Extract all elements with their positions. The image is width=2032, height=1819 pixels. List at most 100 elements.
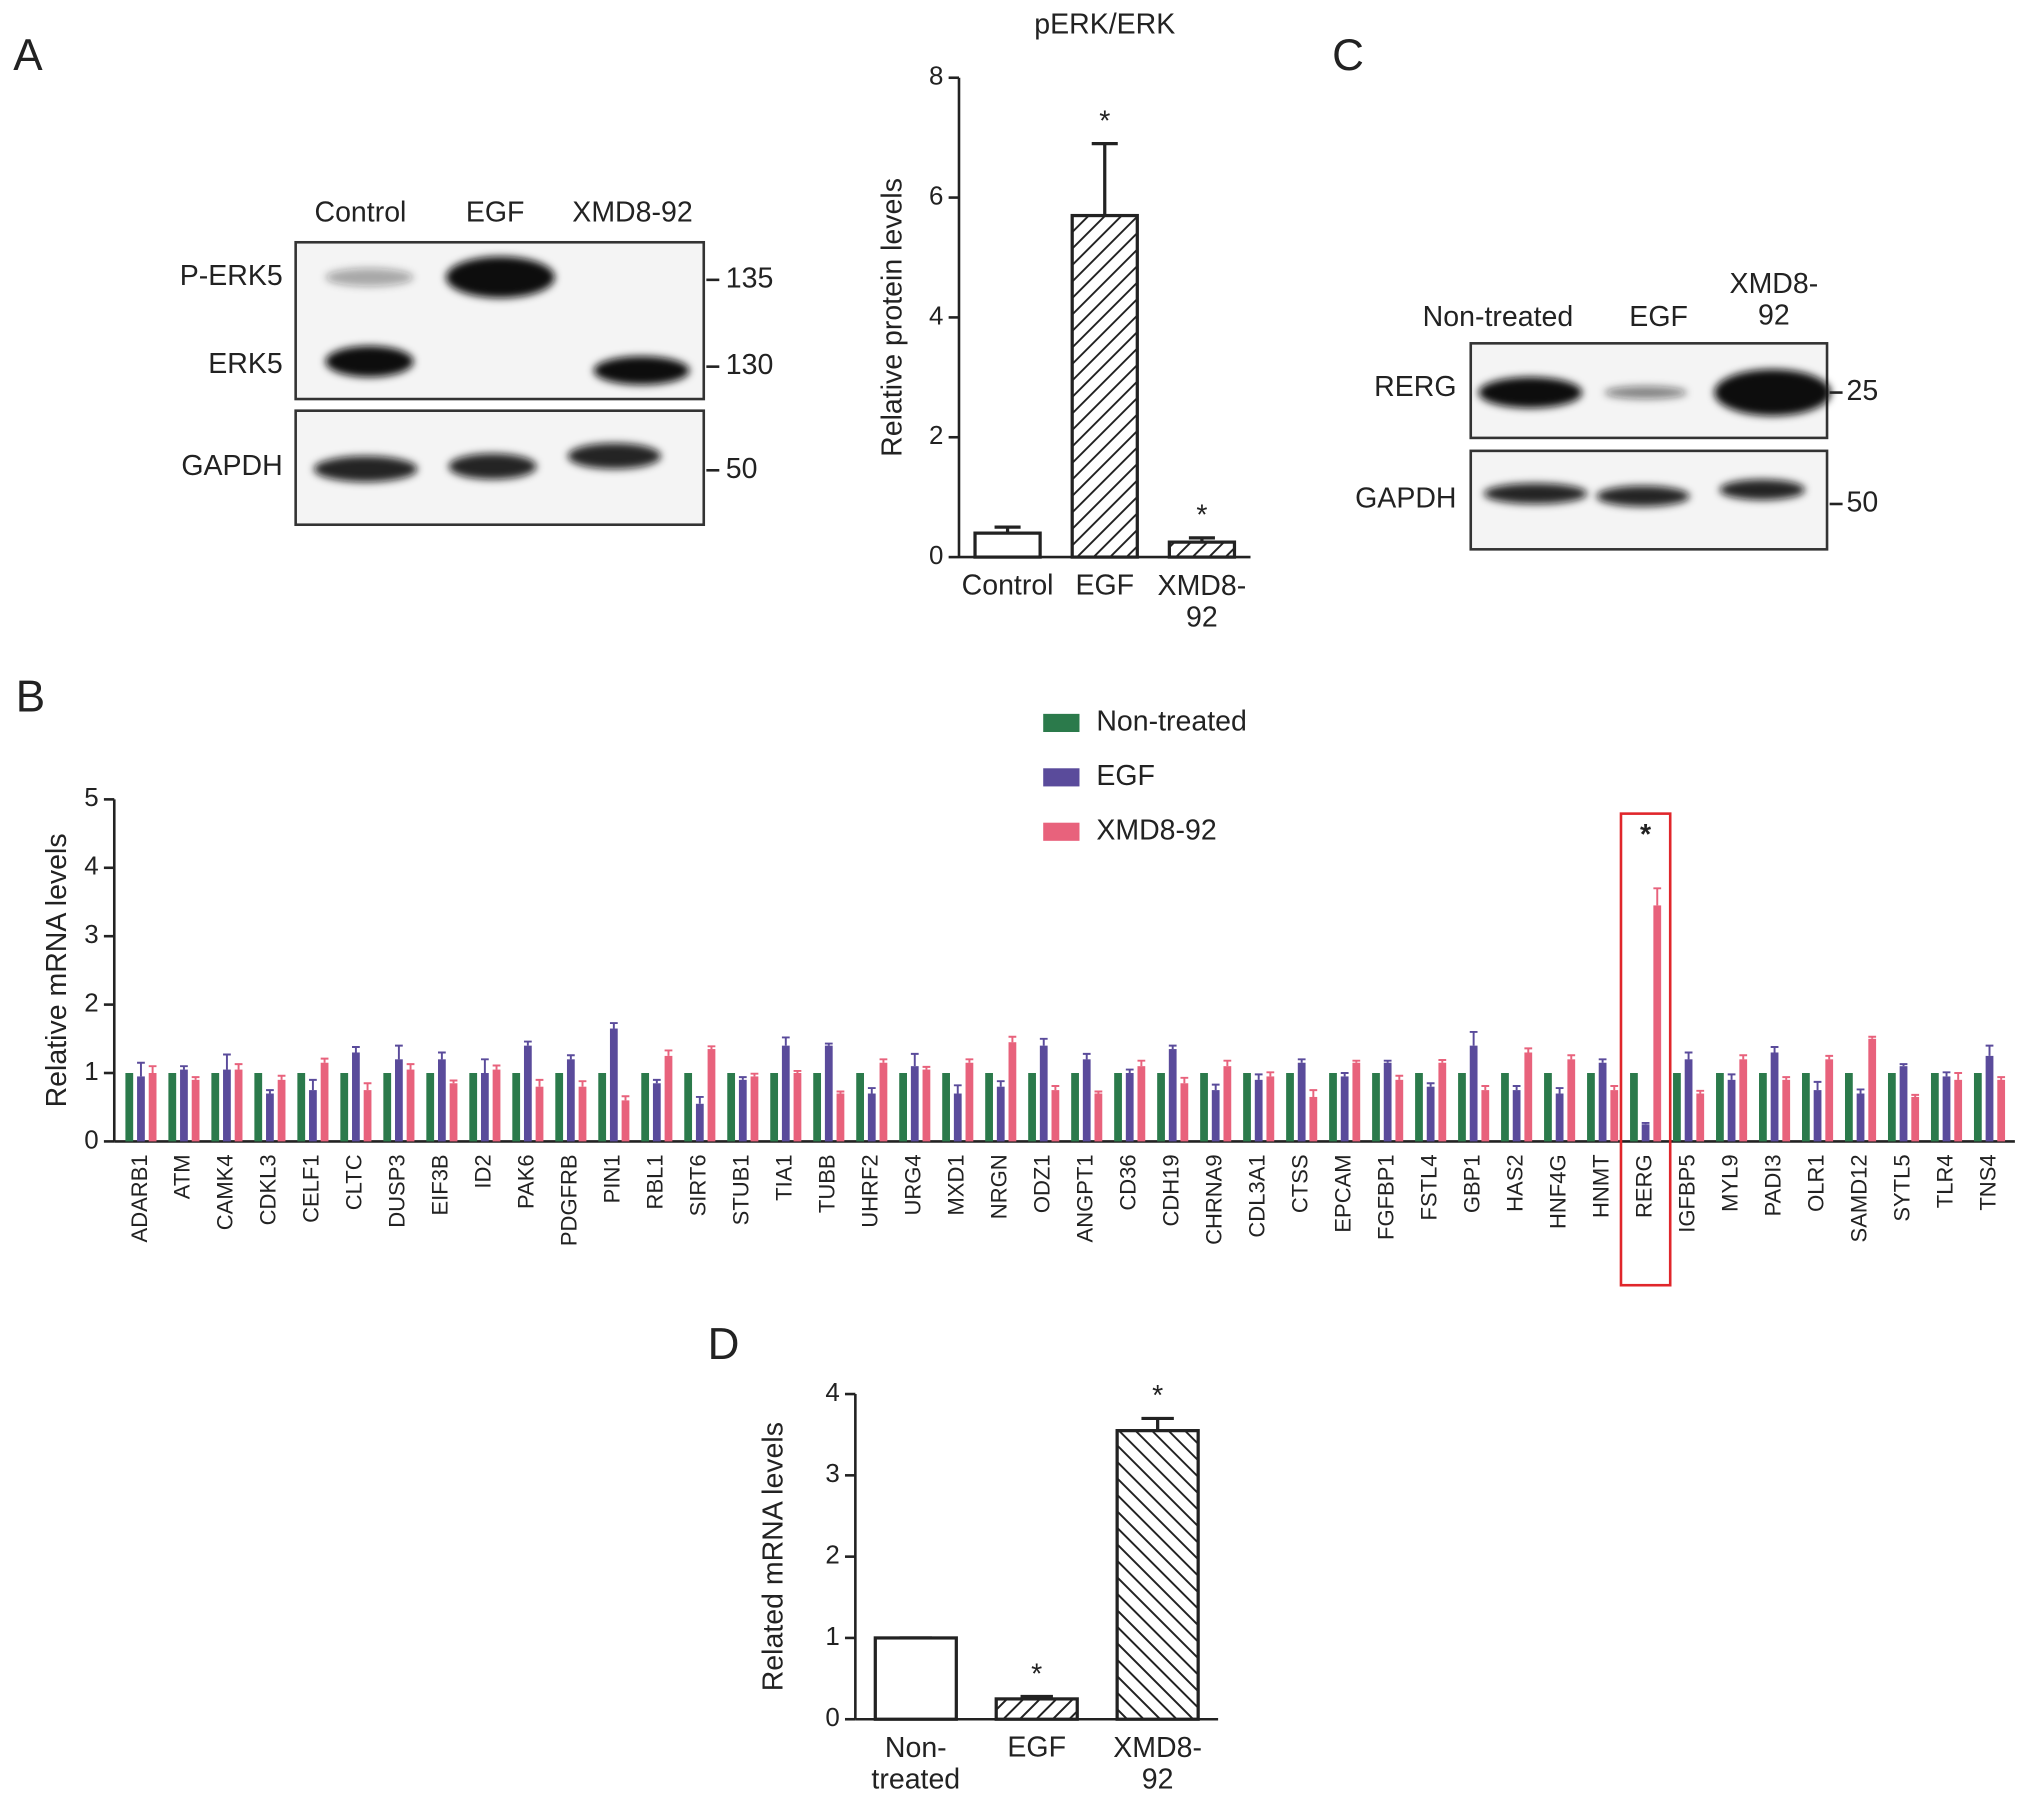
bar [277, 1079, 286, 1142]
bar [664, 1055, 673, 1142]
error-bar [781, 1036, 790, 1046]
bar [1352, 1062, 1361, 1142]
error-bar [437, 1051, 446, 1060]
marker-label: 25 [1846, 375, 1878, 407]
bar [1415, 1073, 1423, 1142]
x-tick-label: IGFBP5 [1674, 1154, 1699, 1232]
x-tick-label: CLTC [342, 1154, 367, 1210]
panel-label: D [708, 1320, 740, 1369]
x-tick-label: ID2 [471, 1154, 496, 1188]
panel-label: C [1332, 31, 1364, 80]
bar [309, 1090, 317, 1142]
error-bar [1125, 1068, 1134, 1074]
bar [523, 1045, 532, 1142]
error-bar [449, 1079, 458, 1084]
bar [1997, 1079, 2006, 1142]
bar [1598, 1062, 1607, 1142]
bar [297, 1073, 306, 1142]
error-bar [1352, 1059, 1361, 1063]
x-tick-label: CAMK4 [213, 1154, 238, 1230]
bar [1911, 1096, 1920, 1142]
bar [1844, 1073, 1853, 1142]
error-bar [309, 1078, 317, 1091]
x-tick-label: Non-treated [871, 1732, 960, 1795]
bar [1426, 1086, 1435, 1142]
bar [1157, 1073, 1165, 1142]
lane-label: EGF [466, 196, 525, 228]
error-bar [137, 1061, 145, 1077]
error-bar [1727, 1073, 1736, 1080]
error-bar [1899, 1063, 1908, 1067]
bar [652, 1083, 661, 1142]
error-bar [363, 1082, 372, 1091]
y-tick-label: 0 [84, 1126, 98, 1154]
bar [1641, 1124, 1650, 1142]
error-bar [1653, 887, 1662, 906]
bar [836, 1093, 845, 1142]
legend-label: XMD8-92 [1096, 814, 1216, 846]
x-tick-label: PADI3 [1760, 1154, 1785, 1216]
error-bar [836, 1090, 845, 1094]
y-tick-label: 1 [825, 1623, 839, 1651]
significance-mark: * [1099, 105, 1110, 137]
bar [793, 1073, 802, 1142]
x-tick-label: CD36 [1116, 1154, 1141, 1210]
row-label: GAPDH [1355, 483, 1456, 515]
bar [899, 1073, 907, 1142]
x-tick-label: GBP1 [1459, 1154, 1484, 1213]
error-bar [621, 1095, 630, 1101]
error-bar [707, 1045, 716, 1050]
bar [985, 1073, 993, 1142]
bar [363, 1090, 372, 1142]
bands [313, 256, 690, 482]
bar [609, 1028, 618, 1142]
bar [1180, 1083, 1189, 1142]
bar [148, 1073, 157, 1142]
error-bar [1254, 1073, 1263, 1080]
bar [1297, 1062, 1306, 1142]
bar [621, 1100, 630, 1142]
error-bar [1383, 1059, 1392, 1063]
bar [973, 531, 1042, 559]
significance-mark: * [1196, 500, 1207, 532]
row-label: RERG [1374, 371, 1456, 403]
bar [994, 1697, 1079, 1721]
error-bar [1954, 1072, 1963, 1080]
bar [1555, 1093, 1564, 1142]
bar [1887, 1073, 1896, 1142]
x-tick-label: PAK6 [514, 1154, 539, 1209]
bar [1856, 1093, 1865, 1142]
x-tick-label: DUSP3 [385, 1154, 410, 1227]
bar [566, 1059, 575, 1142]
x-tick-label: CDH19 [1159, 1154, 1184, 1226]
bar [449, 1083, 458, 1142]
bar [512, 1073, 521, 1142]
error-bar [1051, 1085, 1060, 1091]
bar [824, 1045, 833, 1142]
bar [1524, 1052, 1533, 1142]
error-bar [535, 1078, 544, 1087]
error-bar [996, 1080, 1005, 1087]
x-tick-label: EPCAM [1330, 1154, 1355, 1232]
lane-label: EGF [1629, 301, 1688, 333]
bar [223, 1069, 231, 1142]
bar [1512, 1090, 1521, 1142]
bar [750, 1076, 759, 1142]
bar [1954, 1079, 1963, 1142]
error-bar [1770, 1046, 1779, 1053]
error-bar [1091, 142, 1118, 216]
bar [211, 1073, 220, 1142]
bar [406, 1069, 415, 1142]
bar [383, 1073, 392, 1142]
error-bar [738, 1076, 747, 1080]
bar [922, 1069, 931, 1142]
x-tick-label: XMD8-92 [1113, 1732, 1202, 1795]
error-bar [1223, 1059, 1232, 1067]
error-bar [793, 1069, 802, 1074]
bar [1868, 1038, 1877, 1142]
error-bar [223, 1053, 231, 1070]
x-tick-label: CHRNA9 [1202, 1154, 1227, 1245]
x-tick-label: SIRT6 [686, 1154, 711, 1216]
bar [1696, 1093, 1705, 1142]
error-bar [1008, 1035, 1017, 1043]
